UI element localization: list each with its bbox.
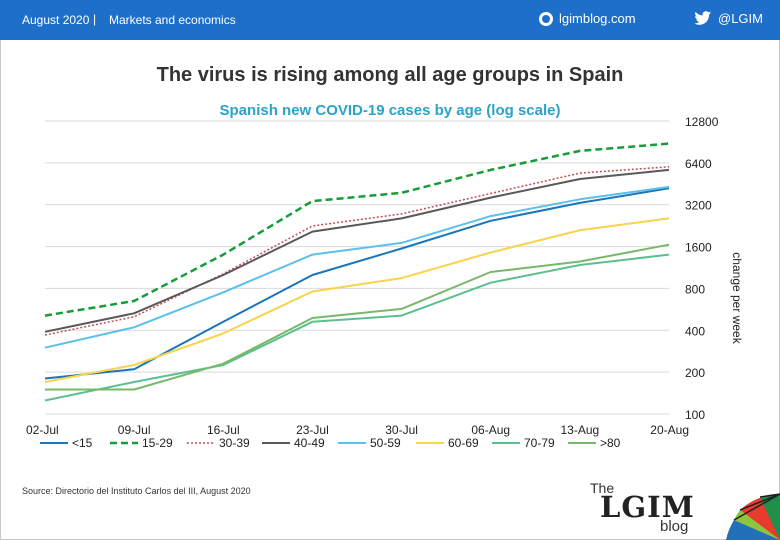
twitter-bird-icon [694,11,712,25]
series-line [44,185,670,349]
x-tick-label: 09-Jul [118,423,151,437]
header-separator: | [93,12,97,26]
header-bar: August 2020 | Markets and economics lgim… [0,0,780,40]
x-tick-label: 06-Aug [471,423,510,437]
legend-label: 50-59 [370,436,401,450]
chart-title: The virus is rising among all age groups… [156,64,624,86]
y-tick-label: 12800 [685,115,719,129]
series-line [44,168,670,333]
logo-the: The [590,480,615,496]
y-tick-label: 800 [685,282,705,296]
series-line [44,142,670,317]
series-line [44,253,670,402]
x-tick-label: 30-Jul [385,423,418,437]
x-tick-label: 13-Aug [561,423,600,437]
gridlines [45,120,669,415]
site-link[interactable]: lgimblog.com [539,11,636,26]
y-tick-label: 200 [685,366,705,380]
header-section-link[interactable]: Markets and economics [109,13,236,27]
x-tick-label: 23-Jul [296,423,329,437]
logo-blog: blog [660,518,689,535]
lgim-blog-logo: The LGIM blog [588,480,780,540]
series-line [44,187,670,380]
series-line [45,243,670,391]
y-tick-label: 3200 [685,199,712,213]
series-lines [44,142,670,402]
twitter-label: @LGIM [718,11,763,26]
legend-label: 60-69 [448,436,479,450]
twitter-link[interactable]: @LGIM [694,11,763,26]
umbrella-icon [726,493,780,540]
legend-label: 40-49 [294,436,325,450]
y-tick-label: 400 [685,324,705,338]
legend-label: >80 [600,436,621,450]
y-tick-label: 1600 [685,241,712,255]
legend: <15 15-29 30-39 40-49 50-59 60-69 70-79 >80 [40,436,621,450]
series-line [44,217,670,383]
y-tick-label: 100 [685,408,705,422]
x-tick-label: 20-Aug [650,423,689,437]
legend-label: 30-39 [219,436,250,450]
site-label: lgimblog.com [559,11,636,26]
y-tick-labels: 100 200 400 800 1600 3200 6400 12800 [685,115,719,422]
chart-subtitle: Spanish new COVID-19 cases by age (log s… [219,102,561,119]
globe-icon [539,11,553,26]
legend-label: 70-79 [524,436,555,450]
x-tick-label: 16-Jul [207,423,240,437]
logo-name: LGIM [600,490,695,524]
series-line [44,166,670,336]
y-axis-label: change per week [730,252,744,344]
y-tick-label: 6400 [685,157,712,171]
legend-label: <15 [72,436,93,450]
x-tick-label: 02-Jul [26,423,59,437]
source-note: Source: Directorio del Instituto Carlos … [22,486,251,496]
x-tick-labels: 02-Jul 09-Jul 16-Jul 23-Jul 30-Jul 06-Aug 13-A… [26,423,689,437]
legend-label: 15-29 [142,436,173,450]
header-date: August 2020 [22,13,90,27]
